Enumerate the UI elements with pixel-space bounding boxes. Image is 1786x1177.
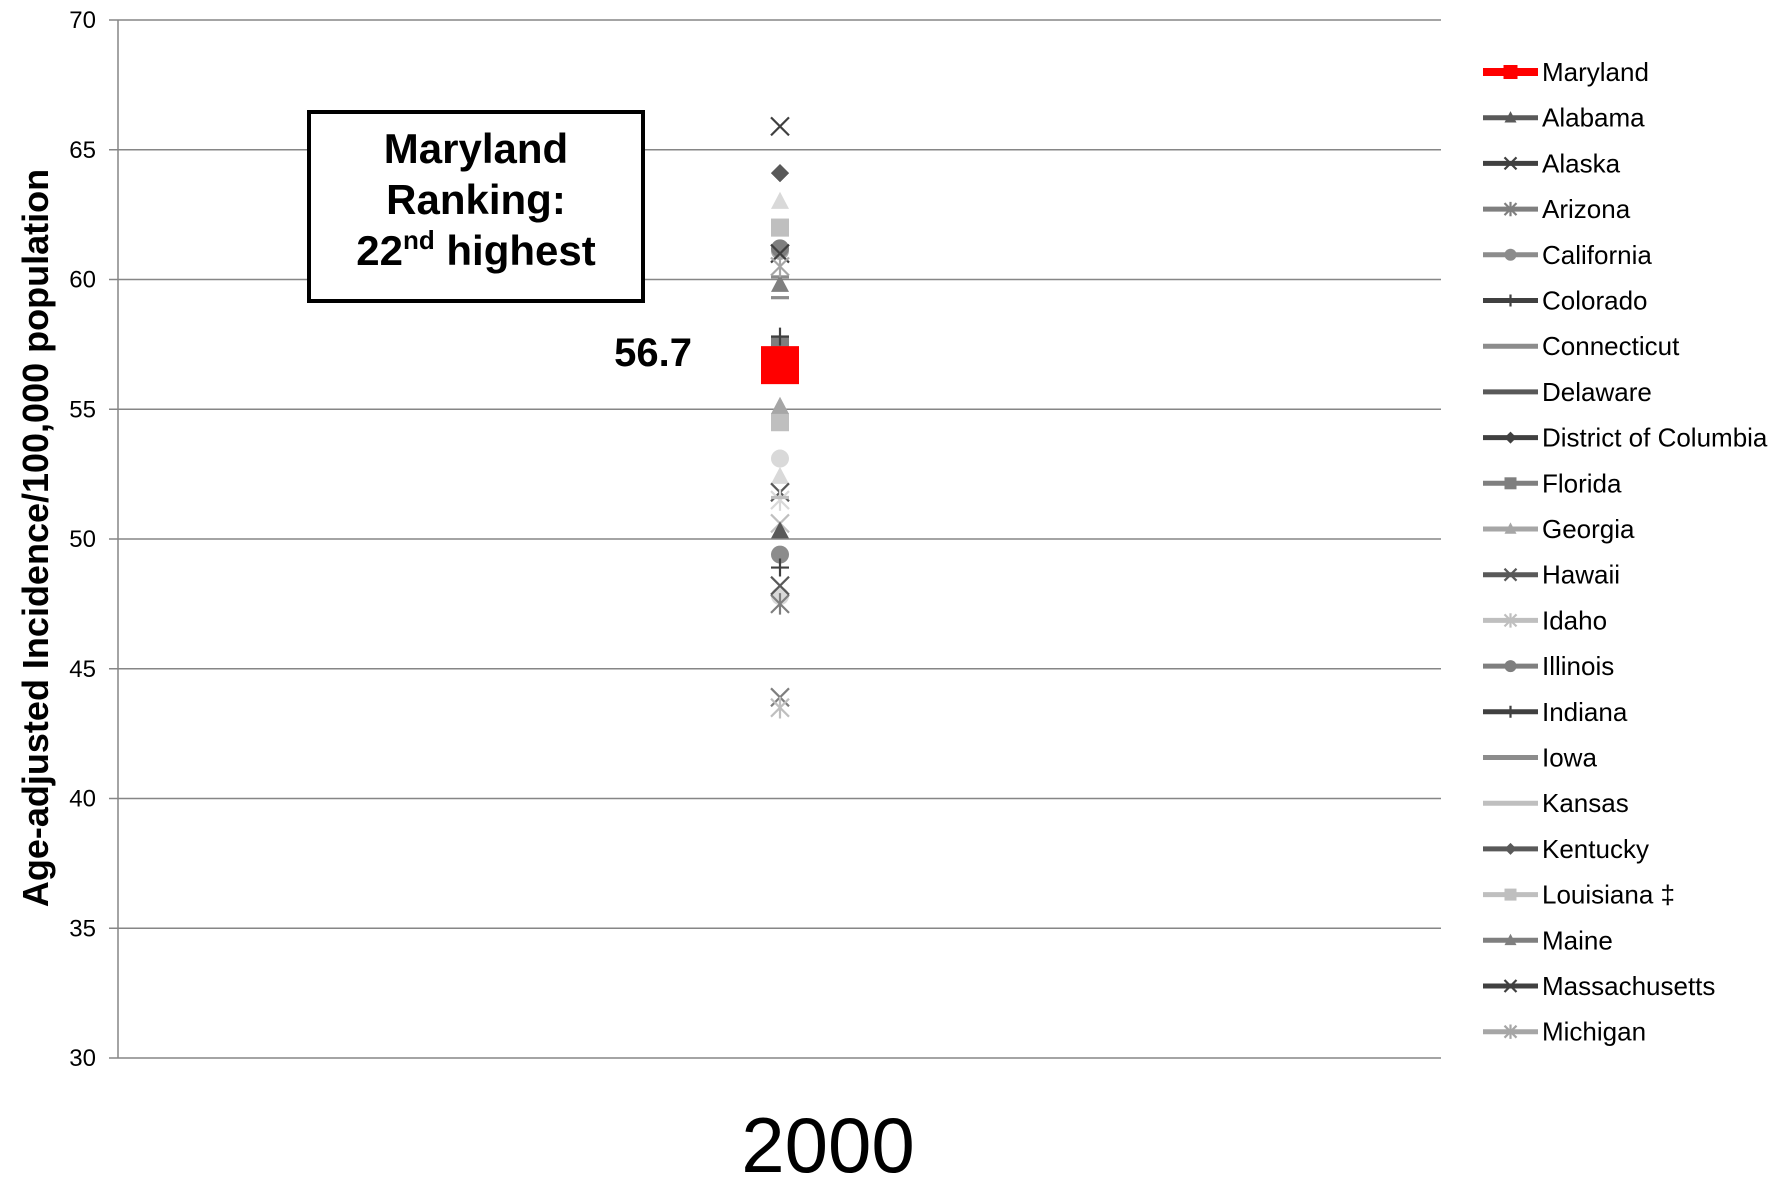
data-point [771,327,789,346]
legend-marker [1504,888,1517,901]
y-tick-label: 35 [69,915,96,942]
data-point [771,274,789,292]
x-category-label: 2000 [741,1101,915,1177]
ranking-annotation-box: Maryland Ranking: 22nd highest [307,110,645,303]
legend: Maryland Alabama Alaska Arizona California Co… [1483,57,1768,1047]
maryland-value-label: 56.7 [614,331,692,375]
data-point [771,164,789,183]
data-point-other [771,449,789,468]
y-tick-label: 45 [69,656,96,683]
legend-marker [1503,567,1518,582]
ranking-line-rank: 22nd highest [356,225,596,274]
legend-label: Florida [1542,468,1622,498]
legend-label: Maryland [1542,57,1649,87]
y-axis-title: Age-adjusted Incidence/100,000 populatio… [15,169,56,907]
legend-label: District of Columbia [1542,423,1768,453]
legend-marker [1503,65,1518,79]
legend-marker [1504,755,1517,760]
legend-label: Kentucky [1542,834,1649,864]
y-tick-labels: 30 35 40 45 50 55 60 65 70 [69,7,96,1072]
data-point [770,255,790,278]
legend-label: Illinois [1542,651,1614,681]
data-point [770,593,790,615]
data-point [771,521,789,539]
legend-label: Connecticut [1542,331,1680,361]
legend-label: Alaska [1542,148,1621,178]
legend-label: Alabama [1542,103,1645,133]
data-point [771,239,789,258]
legend-marker [1504,522,1517,534]
rank-suffix: nd [403,225,435,255]
legend-label: Louisiana ‡ [1542,880,1675,910]
data-point-other [770,489,790,511]
y-tick-label: 40 [69,786,96,813]
data-point-other [771,191,789,209]
legend-label: Delaware [1542,377,1652,407]
y-tick-label: 65 [69,137,96,164]
ranking-line-label: Ranking: [386,176,566,223]
data-point [771,558,789,577]
legend-marker [1504,842,1517,855]
legend-marker [1504,344,1517,348]
legend-label: Massachusetts [1542,971,1715,1001]
legend-marker [1504,248,1517,261]
legend-marker [1504,660,1517,673]
legend-label: Hawaii [1542,560,1620,590]
legend-marker [1504,111,1517,123]
data-point [771,545,789,564]
legend-label: California [1542,240,1652,270]
data-point [771,396,789,414]
legend-label: Kansas [1542,788,1629,818]
legend-marker [1504,390,1517,394]
rank-number: 22 [356,227,403,274]
ranking-line-state: Maryland [384,125,568,172]
y-tick-label: 55 [69,396,96,423]
y-tick-label: 60 [69,267,96,294]
rank-text: highest [435,227,596,274]
legend-marker [1504,431,1517,444]
legend-marker [1504,294,1517,307]
y-tick-label: 50 [69,526,96,553]
legend-marker [1503,156,1518,171]
y-tick-label: 70 [69,7,96,34]
legend-marker [1504,705,1517,718]
legend-marker [1503,613,1518,628]
legend-label: Michigan [1542,1017,1646,1047]
y-tick-label: 30 [69,1045,96,1072]
legend-label: Georgia [1542,514,1635,544]
data-point-other [771,466,789,484]
legend-label: Arizona [1542,194,1631,224]
data-point [770,696,790,719]
data-point-other [771,413,789,432]
legend-label: Colorado [1542,286,1648,316]
data-point [771,218,789,237]
legend-label: Iowa [1542,743,1597,773]
legend-marker [1503,979,1518,993]
legend-marker [1504,801,1517,805]
legend-marker [1503,201,1518,217]
legend-marker [1504,477,1517,490]
data-point-maryland [761,346,799,385]
data-point [771,296,789,300]
legend-marker [1504,933,1517,946]
legend-label: Maine [1542,925,1613,955]
data-point [771,495,789,500]
legend-label: Indiana [1542,697,1628,727]
data-point [770,575,790,596]
data-points [761,116,799,719]
data-point [770,116,790,137]
legend-marker [1503,1024,1518,1039]
ranking-box-frame [307,110,645,303]
legend-label: Idaho [1542,605,1607,635]
